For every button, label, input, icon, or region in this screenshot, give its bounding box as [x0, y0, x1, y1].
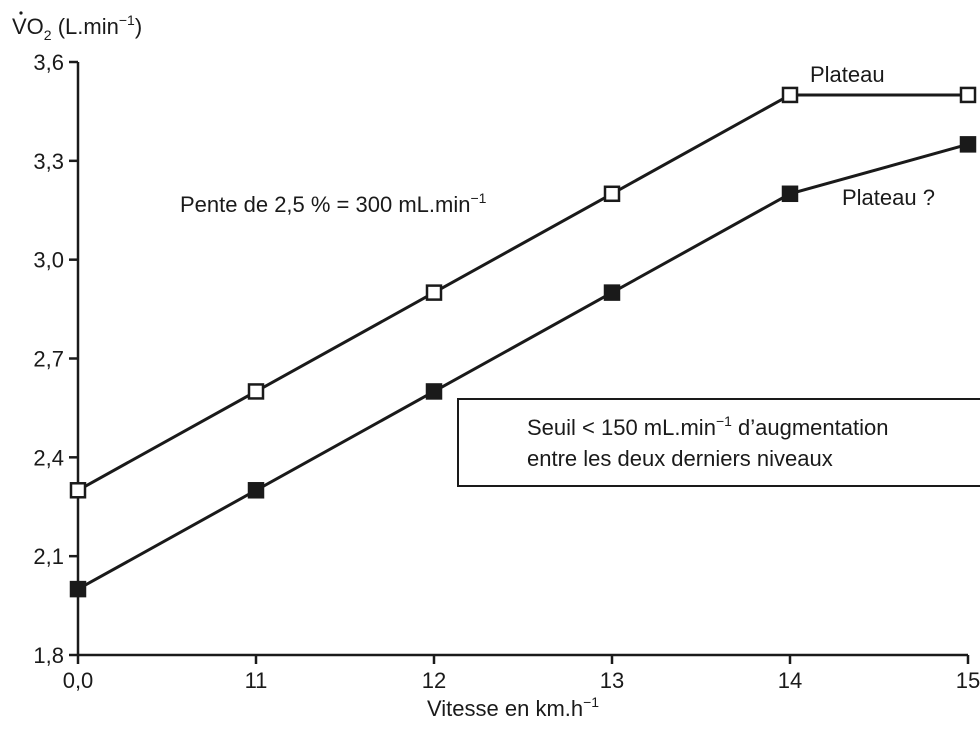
slope-annotation: Pente de 2,5 % = 300 mL.min−1	[180, 190, 487, 217]
series-2-point	[603, 284, 621, 301]
x-axis-title: Vitesse en km.h−1	[427, 694, 599, 721]
y-tick-label: 3,3	[33, 149, 64, 174]
x-tick-label: 14	[778, 668, 802, 693]
y-tick-label: 2,7	[33, 347, 64, 372]
y-axis-title: VO2 (L.min−1)	[12, 12, 142, 43]
plateau-question-label: Plateau ?	[842, 185, 935, 210]
y-tick-label: 2,1	[33, 544, 64, 569]
x-ticks: 0,0 11 12 13 14 15	[63, 655, 980, 693]
threshold-box	[457, 398, 980, 487]
threshold-text-line1: Seuil < 150 mL.min−1 d’augmentation	[527, 413, 888, 440]
series-2-point	[69, 580, 87, 598]
y-tick-label: 2,4	[33, 445, 64, 470]
threshold-text-line2: entre les deux derniers niveaux	[527, 446, 833, 471]
x-tick-label: 12	[422, 668, 446, 693]
y-tick-label: 3,6	[33, 50, 64, 75]
x-tick-label: 0,0	[63, 668, 94, 693]
series-2-point	[425, 383, 443, 400]
x-tick-label: 13	[600, 668, 624, 693]
y-ticks: 1,8 2,1 2,4 2,7 3,0 3,3 3,6	[33, 50, 78, 668]
y-tick-label: 3,0	[33, 248, 64, 273]
series-2-point	[781, 185, 799, 203]
vdot-mark	[19, 11, 23, 15]
series-2-point	[959, 136, 977, 153]
y-tick-label: 1,8	[33, 643, 64, 668]
series-markers	[69, 86, 977, 598]
x-tick-label: 15	[956, 668, 980, 693]
series-1-point	[69, 482, 87, 499]
series-2-point	[247, 482, 265, 499]
series-1-line	[77, 93, 968, 492]
series-1-point	[425, 284, 443, 301]
series-1-point	[603, 185, 621, 203]
plateau-label: Plateau	[810, 62, 885, 87]
series-1-point	[959, 86, 977, 104]
series-1-point	[781, 86, 799, 104]
series-lines	[77, 93, 969, 591]
series-2-line	[77, 142, 969, 591]
series-1-point	[247, 383, 265, 400]
x-tick-label: 11	[245, 668, 268, 693]
